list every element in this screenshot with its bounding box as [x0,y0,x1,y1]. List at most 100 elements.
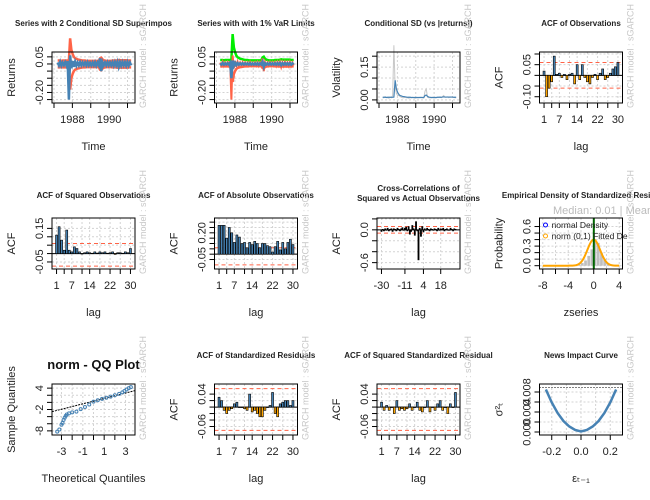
x-tick-label: 30 [612,114,624,126]
histogram-bar [596,242,600,266]
acf-bar [266,245,269,255]
acf-bar [596,75,599,80]
acf-bar [271,251,274,255]
acf-bar [437,227,440,231]
x-tick-label: -11 [397,280,412,292]
acf-bar [616,62,620,76]
plot-marks [214,225,298,266]
x-tick-label: 7 [394,446,400,458]
acf-bar [452,229,454,232]
acf-bar [271,392,274,408]
x-tick-label: 18 [435,280,447,292]
x-axis-label: lag [411,473,426,485]
histogram-bar [587,255,591,266]
acf-bar [417,229,420,261]
acf-bar [291,400,295,408]
acf-bar [398,406,401,411]
acf-bar [108,252,112,254]
plot-marks [539,55,623,98]
x-tick-label: 14 [246,446,258,458]
acf-bar [217,225,221,255]
acf-bar [545,75,548,98]
x-tick-label: 1990 [422,114,446,126]
acf-bar [609,72,612,76]
acf-bar [422,229,425,233]
x-tick-label: 4 [616,280,622,292]
acf-bar [454,228,457,231]
acf-bar [593,73,597,76]
chart-title: Conditional SD (vs |returns|) [364,19,472,28]
panel-acf: ACF of Squared Standardized ResidualGARC… [331,336,493,485]
acf-bar [60,239,63,254]
plot-marks [377,388,460,431]
qq-point [112,393,117,398]
x-axis-label: lag [574,141,589,153]
plot-box [376,383,461,436]
acf-bar [88,252,91,254]
histogram-bar [593,240,597,266]
acf-bar [75,248,79,254]
chart-title: ACF of Standardized Residuals [197,351,316,360]
x-tick-label: 1 [53,280,59,292]
plot-marks [539,387,623,433]
acf-bar [70,251,74,254]
plot-marks [51,385,136,434]
acf-bar [222,406,226,411]
y-tick-label: -8 [34,426,46,436]
qq-point [104,395,109,400]
acf-bar [552,55,556,76]
chart-title: ACF of Observations [541,19,621,28]
acf-bar [603,75,607,80]
x-tick-label: -3 [57,446,67,458]
y-tick-label: -0.6 [359,253,371,272]
y-tick-label: 0.15 [34,218,46,239]
acf-bar [392,406,396,414]
y-axis-label: Returns [6,58,18,97]
acf-bar [578,75,582,80]
y-axis-label: ACF [169,232,181,254]
y-tick-label: 0.008 [522,378,534,406]
qq-point [95,398,100,403]
acf-bar [445,228,448,231]
acf-bar [428,229,431,232]
acf-bar [405,226,408,231]
acf-bar [588,75,592,85]
acf-bar [278,249,282,255]
plot-marks [219,33,295,100]
acf-bar [90,252,94,255]
acf-bar [225,237,228,255]
acf-bar [230,406,234,409]
acf-bar [395,400,399,408]
acf-bar [225,406,228,414]
y-tick-label: 0.04 [197,383,209,404]
acf-bar [289,405,292,408]
panel-ts_sd: Series with 2 Conditional SD SuperimposG… [6,4,173,153]
x-axis-label: Time [81,141,105,153]
acf-bar [591,75,594,78]
x-tick-label: -1 [78,446,88,458]
acf-bar [415,401,419,408]
x-tick-label: 1 [378,446,384,458]
x-tick-label: 30 [287,280,299,292]
y-tick-label: 0.0 [359,222,371,237]
legend-label: norm (0,1) Fitted De [552,231,628,241]
acf-bar [407,226,410,231]
qq-point [87,402,92,407]
acf-bar [245,247,249,255]
acf-bar [606,75,610,78]
acf-bar [555,73,559,76]
y-tick-label: 0.6 [522,219,534,234]
acf-bar [542,70,546,76]
histogram-bar [584,260,587,266]
watermark: GARCH model : sGARCH [626,336,636,440]
acf-bar [423,406,427,408]
acf-bar [238,406,241,408]
y-tick-label: -0.20 [34,80,46,105]
acf-bar [55,234,58,254]
y-axis-label: ACF [331,398,343,420]
y-tick-label: -0.05 [197,247,209,272]
x-tick-label: -4 [563,280,573,292]
